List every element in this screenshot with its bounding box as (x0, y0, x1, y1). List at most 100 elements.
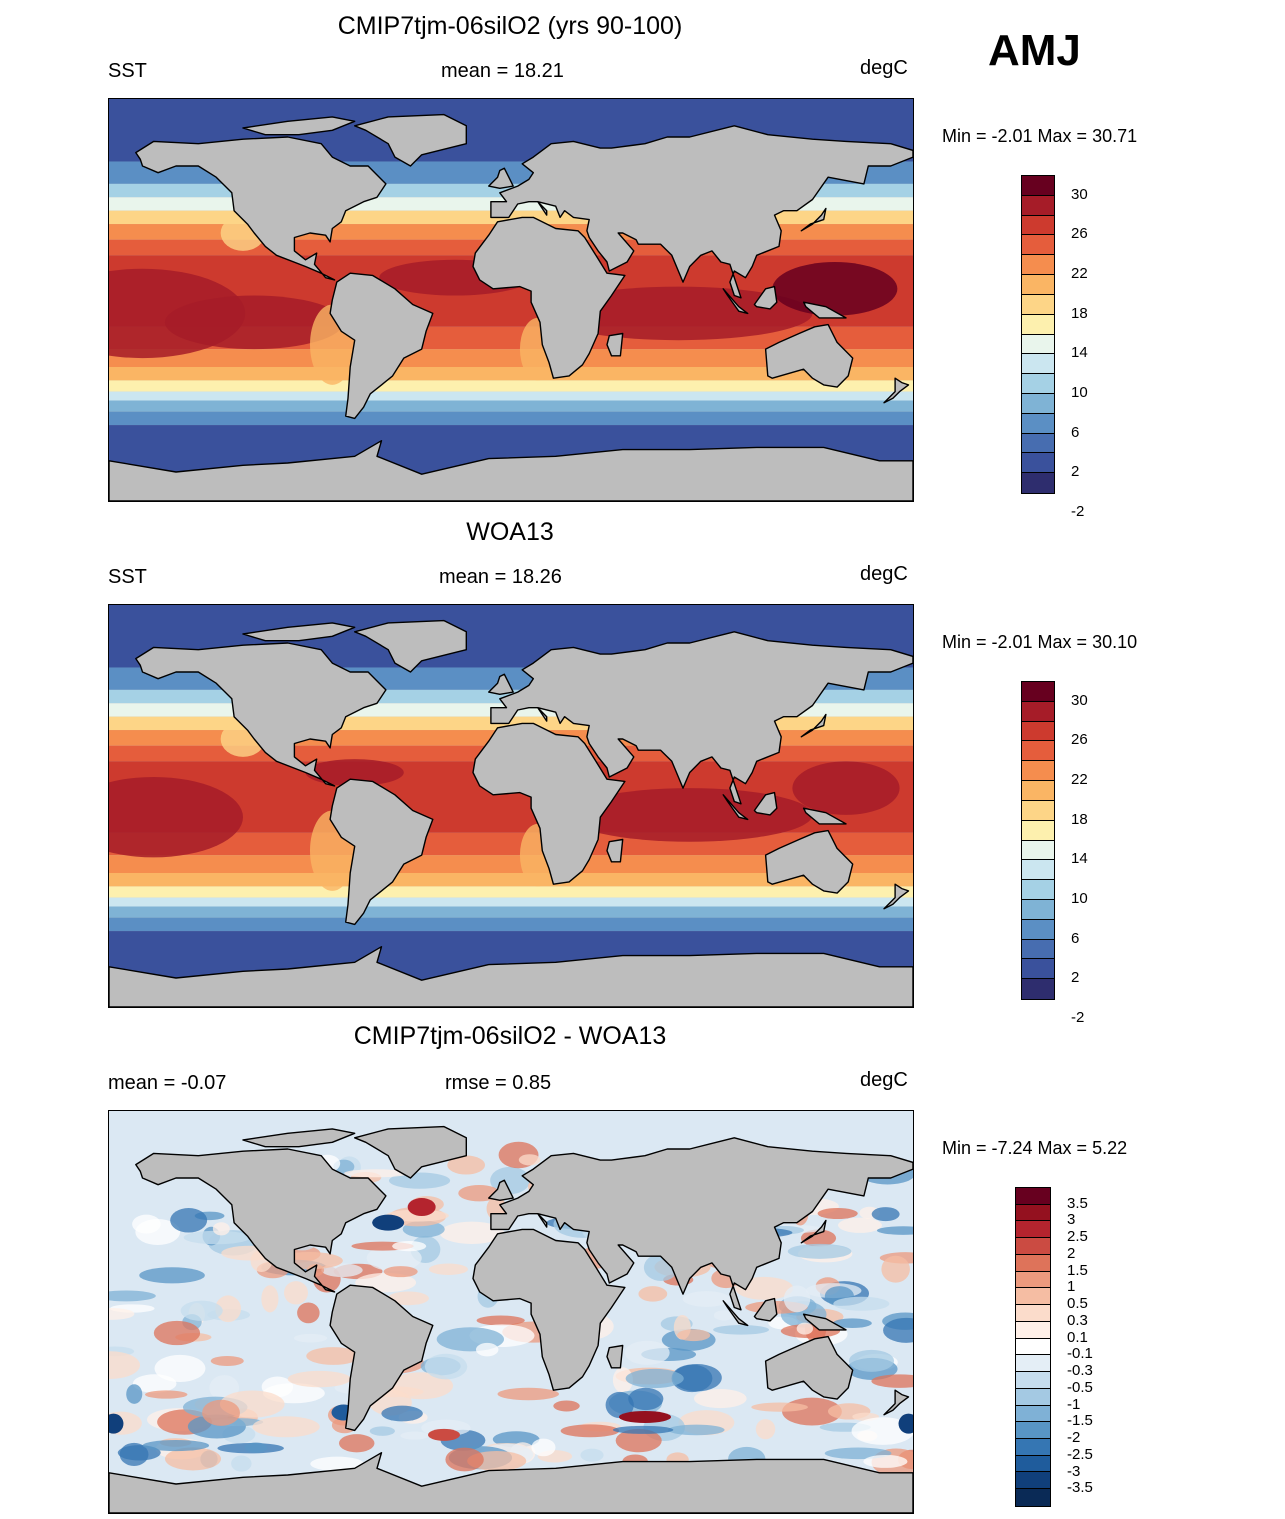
anomaly-patch (310, 1456, 365, 1472)
anomaly-patch (848, 1349, 895, 1372)
colorbar-tick-label: -1.5 (1067, 1412, 1093, 1430)
anomaly-patch (164, 1447, 222, 1471)
anomaly-patch (202, 1399, 240, 1426)
anomaly-patch (297, 1302, 320, 1324)
colorbar-swatch (1022, 393, 1054, 414)
colorbar-swatch (1022, 800, 1054, 821)
colorbar-tick-label: -0.5 (1067, 1378, 1093, 1396)
colorbar-tick-label: 2 (1071, 969, 1080, 987)
anomaly-patch (153, 1320, 201, 1346)
panel-1-range: Min = -2.01 Max = 30.71 (942, 126, 1138, 146)
anomaly-patch (261, 1376, 294, 1398)
anomaly-extreme (428, 1428, 460, 1441)
continents (109, 619, 913, 1007)
colorbar-tick-label: -1 (1067, 1395, 1081, 1413)
anomaly-patch (447, 1155, 486, 1175)
anomaly-patch (615, 1428, 662, 1453)
colorbar-swatch (1016, 1439, 1050, 1456)
panel-2-colorbar (1021, 681, 1055, 1000)
anomaly-patch (625, 1368, 684, 1389)
panel-3-units: degC (860, 1069, 908, 1091)
anomaly-patch (109, 1351, 141, 1379)
continents (109, 1125, 913, 1513)
colorbar-tick-label: 14 (1071, 850, 1088, 868)
anomaly-patch (628, 1387, 664, 1411)
colorbar-swatch (1022, 235, 1054, 256)
colorbar-swatch (1022, 701, 1054, 722)
anomaly-patch (287, 1370, 351, 1388)
colorbar-tick-label: -0.1 (1067, 1345, 1093, 1363)
season-label: AMJ (988, 26, 1081, 75)
colorbar-swatch (1022, 195, 1054, 216)
sst-band (109, 855, 913, 873)
colorbar-swatch (1016, 1254, 1050, 1272)
sst-band (109, 411, 913, 426)
sst-band (109, 380, 913, 392)
colorbar-swatch (1022, 433, 1054, 454)
colorbar-tick-label: -2 (1067, 1429, 1081, 1447)
colorbar-swatch (1022, 880, 1054, 900)
anomaly-patch (306, 1347, 361, 1365)
colorbar-swatch (1022, 374, 1054, 394)
anomaly-patch (881, 1255, 910, 1283)
colorbar-swatch (1016, 1321, 1050, 1339)
warm-pool (566, 788, 813, 842)
anomaly-patch (787, 1243, 852, 1259)
colorbar-swatch (1022, 781, 1054, 801)
sst-band (109, 897, 913, 907)
colorbar-tick-label: 6 (1071, 423, 1080, 441)
colorbar-swatch (1022, 721, 1054, 742)
panel-2-left-label: SST (108, 566, 147, 588)
colorbar-tick-label: 0.1 (1067, 1328, 1088, 1346)
anomaly-patch (605, 1391, 634, 1419)
warm-pool (109, 776, 243, 858)
anomaly-patch (668, 1424, 725, 1436)
anomaly-patch (387, 1291, 429, 1306)
anomaly-patch (139, 1267, 205, 1284)
anomaly-patch (284, 1281, 308, 1305)
anomaly-patch (638, 1286, 668, 1302)
anomaly-patch (392, 1241, 427, 1252)
anomaly-patch (132, 1214, 161, 1234)
anomaly-extreme (109, 1413, 124, 1434)
colorbar-tick-label: 3.5 (1067, 1194, 1088, 1212)
colorbar-swatch (1016, 1238, 1050, 1255)
anomaly-patch (142, 1439, 210, 1452)
anomaly-patch (475, 1342, 499, 1357)
colorbar-swatch (1016, 1472, 1050, 1490)
colorbar-swatch (1022, 275, 1054, 295)
panel-2-sst-map (108, 604, 914, 1008)
colorbar-tick-label: 3 (1067, 1211, 1076, 1229)
anomaly-patch (863, 1454, 908, 1468)
anomaly-patch (817, 1207, 858, 1220)
anomaly-patch (154, 1354, 206, 1383)
anomaly-patch (293, 1333, 328, 1343)
colorbar-swatch (1016, 1288, 1050, 1306)
anomaly-patch (531, 1438, 556, 1457)
colorbar-swatch (1022, 682, 1054, 702)
colorbar-swatch (1022, 761, 1054, 782)
anomaly-patch (261, 1285, 279, 1313)
colorbar-swatch (1016, 1204, 1050, 1222)
colorbar-tick-label: -0.3 (1067, 1362, 1093, 1380)
panel-3-title: CMIP7tjm-06silO2 - WOA13 (353, 1022, 667, 1050)
colorbar-tick-label: 30 (1071, 185, 1088, 203)
colorbar-tick-label: -3 (1067, 1462, 1081, 1480)
colorbar-tick-label: -2 (1071, 1008, 1085, 1026)
colorbar-swatch (1022, 453, 1054, 474)
colorbar-swatch (1022, 840, 1054, 861)
warm-pool (544, 286, 813, 341)
colorbar-swatch (1022, 354, 1054, 375)
colorbar-tick-label: -2.5 (1067, 1445, 1093, 1463)
anomaly-patch (389, 1172, 451, 1189)
colorbar-tick-label: 18 (1071, 810, 1088, 828)
colorbar-tick-label: 0.5 (1067, 1295, 1088, 1313)
colorbar-swatch (1016, 1338, 1050, 1356)
sst-band (109, 917, 913, 932)
anomaly-patch (580, 1448, 604, 1462)
anomaly-patch (612, 1425, 674, 1434)
anomaly-extreme (619, 1410, 671, 1423)
colorbar-swatch (1022, 959, 1054, 980)
colorbar-swatch (1022, 334, 1054, 355)
anomaly-patch (109, 1308, 135, 1320)
